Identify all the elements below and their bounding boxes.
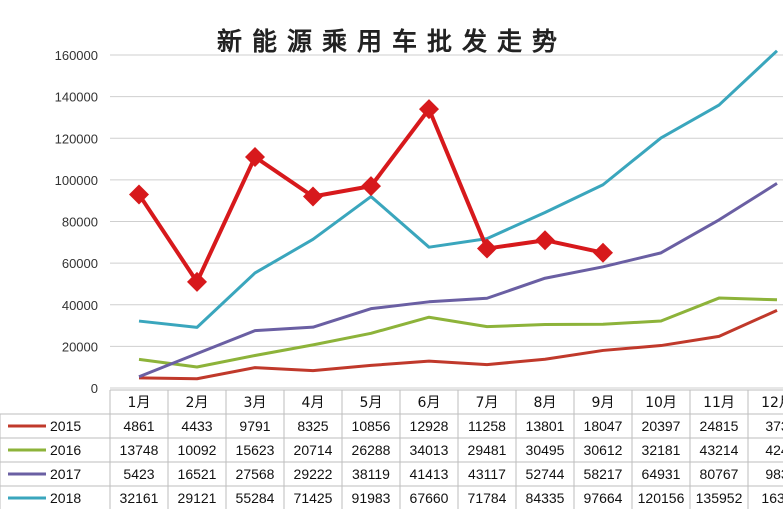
data-table: 1月 2月 3月 4月 5月 6月 7月 8月 9月 10月 11月 12月 2015 4861 4433 9… [0, 389, 783, 509]
diamond-marker [535, 230, 555, 251]
series-lines [129, 49, 779, 381]
x-tick-label: 1月 [128, 395, 151, 411]
diamond-marker [303, 186, 323, 207]
x-tick-label: 10月 [645, 395, 677, 411]
y-tick-label: 100000 [55, 173, 98, 188]
chart-title: 新能源乘用车批发走势 [217, 27, 567, 56]
table-cell: 13801 [526, 418, 565, 434]
diamond-marker [245, 146, 265, 167]
series-line-2018 [138, 49, 779, 329]
y-tick-label: 140000 [55, 90, 98, 105]
table-cell: 80767 [700, 466, 739, 482]
table-cell: 11258 [468, 418, 506, 434]
y-tick-label: 20000 [62, 339, 98, 354]
table-cell: 34013 [410, 442, 449, 458]
diamond-marker [593, 242, 613, 263]
table-cell: 20397 [642, 418, 681, 434]
table-cell: 32181 [642, 442, 681, 458]
table-cell: 32161 [120, 490, 159, 506]
table-cell: 43117 [468, 466, 506, 482]
y-tick-label: 40000 [62, 298, 98, 313]
table-cell: 10092 [178, 442, 217, 458]
table-cell: 1637 [761, 490, 783, 506]
x-tick-label: 11月 [703, 395, 735, 411]
diamond-marker [419, 99, 439, 120]
table-cell: 20714 [294, 442, 333, 458]
table-cell: 27568 [236, 466, 275, 482]
y-tick-label: 60000 [62, 256, 98, 271]
x-tick-label: 8月 [534, 395, 557, 411]
table-cell: 135952 [696, 490, 743, 506]
table-cell: 38119 [352, 466, 390, 482]
x-tick-label: 12月 [761, 395, 783, 411]
table-cell: 67660 [410, 490, 449, 506]
table-cell: 55284 [236, 490, 275, 506]
legend-label: 2018 [50, 490, 81, 506]
table-cell: 18047 [584, 418, 623, 434]
x-tick-label: 2月 [186, 395, 209, 411]
x-tick-label: 9月 [592, 395, 615, 411]
table-cell: 16521 [178, 466, 217, 482]
legend-label: 2017 [50, 466, 81, 482]
y-tick-label: 0 [91, 381, 98, 396]
diamond-marker [129, 184, 149, 205]
table-cell: 58217 [584, 466, 623, 482]
table-cell: 120156 [638, 490, 685, 506]
series-line-2017 [138, 182, 778, 379]
legend-label: 2016 [50, 442, 81, 458]
table-cell: 71425 [294, 490, 333, 506]
table-cell: 12928 [410, 418, 449, 434]
y-tick-label: 80000 [62, 215, 98, 230]
table-cell: 41413 [410, 466, 449, 482]
series-line-2015 [138, 309, 778, 381]
table-cell: 84335 [526, 490, 565, 506]
diamond-marker [477, 238, 497, 259]
table-cell: 424 [765, 442, 783, 458]
table-cell: 13748 [120, 442, 159, 458]
diamond-marker [361, 176, 381, 197]
series-line-2016 [138, 296, 778, 369]
table-cell: 10856 [352, 418, 391, 434]
x-tick-label: 5月 [360, 395, 383, 411]
table-cell: 52744 [526, 466, 565, 482]
table-cell: 24815 [700, 418, 739, 434]
table-cell: 43214 [700, 442, 739, 458]
y-tick-label: 120000 [55, 131, 98, 146]
table-cell: 4433 [181, 418, 212, 434]
gridlines [110, 54, 783, 389]
table-cell: 29481 [468, 442, 507, 458]
table-cell: 5423 [123, 466, 154, 482]
legend-label: 2015 [50, 418, 81, 434]
y-axis-ticks: 0 20000 40000 60000 80000 100000 120000 140000 1… [55, 48, 98, 396]
table-cell: 9791 [239, 418, 270, 434]
x-tick-label: 7月 [476, 395, 499, 411]
table-cell: 373 [765, 418, 783, 434]
table-cell: 983 [765, 466, 783, 482]
x-tick-label: 3月 [244, 395, 267, 411]
table-cell: 29121 [178, 490, 217, 506]
table-cell: 64931 [642, 466, 681, 482]
x-tick-label: 6月 [418, 395, 441, 411]
diamond-marker [187, 271, 207, 292]
y-tick-label: 160000 [55, 48, 98, 63]
table-cell: 30612 [584, 442, 623, 458]
x-tick-label: 4月 [302, 395, 325, 411]
table-cell: 29222 [294, 466, 333, 482]
table-cell: 30495 [526, 442, 565, 458]
table-cell: 71784 [468, 490, 507, 506]
table-cell: 15623 [236, 442, 275, 458]
table-cell: 91983 [352, 490, 391, 506]
table-cell: 8325 [297, 418, 328, 434]
table-cell: 97664 [584, 490, 623, 506]
table-cell: 26288 [352, 442, 391, 458]
table-cell: 4861 [123, 418, 154, 434]
